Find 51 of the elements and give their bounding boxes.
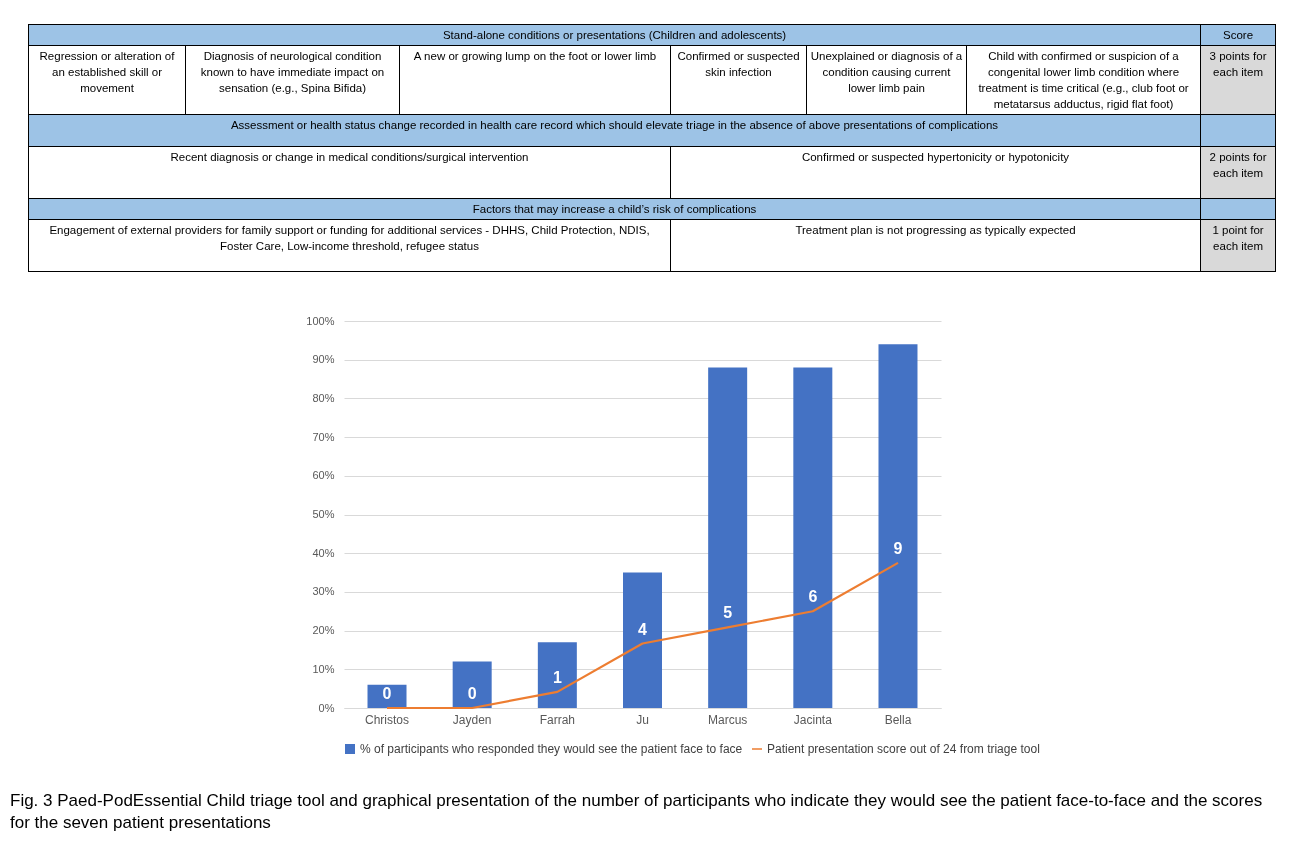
bar	[537, 642, 577, 708]
y-tick-label: 20%	[312, 624, 335, 637]
x-tick-label: Marcus	[707, 712, 748, 727]
y-tick-label: 60%	[312, 469, 335, 482]
y-tick-label: 10%	[312, 662, 335, 675]
text: 3 points for each item	[1200, 45, 1276, 115]
text: Unexplained or diagnosis of a condition causing current lower limb pain	[806, 45, 967, 115]
y-tick-label: 70%	[312, 430, 335, 443]
x-tick-label: Bella	[884, 712, 912, 727]
text: Stand-alone conditions or presentations (Children and adolescents)	[28, 24, 1201, 46]
text: Diagnosis of neurological condition known to have immediate impact on sensation (e.g., Spina Bifida)	[185, 45, 400, 115]
data-label: 0	[382, 685, 392, 702]
text: Confirmed or suspected skin infection	[670, 45, 807, 115]
data-label: 9	[893, 539, 903, 557]
bar	[878, 344, 918, 708]
legend-label: % of participants who responded they would see the patient face to face	[360, 742, 743, 756]
x-tick-label: Farrah	[539, 712, 576, 727]
text: Recent diagnosis or change in medical conditions/surgical intervention	[28, 146, 671, 199]
text: Assessment or health status change recorded in health care record which should elevate triage in the absence of above presentations of complications	[28, 114, 1201, 147]
bar	[708, 367, 748, 708]
text: Treatment plan is not progressing as typically expected	[670, 219, 1201, 272]
text: Regression or alteration of an established skill or movement	[28, 45, 186, 115]
text: Factors that may increase a child’s risk of complications	[28, 198, 1201, 220]
y-tick-label: 50%	[312, 508, 335, 520]
y-tick-label: 0%	[318, 701, 335, 714]
data-label: 4	[638, 620, 648, 638]
bar	[623, 572, 662, 708]
bar	[452, 661, 492, 708]
x-tick-label: Christos	[365, 712, 410, 727]
data-label: 1	[552, 668, 562, 686]
data-label: 5	[723, 604, 733, 622]
bar	[793, 367, 833, 708]
text: Child with confirmed or suspicion of a congenital lower limb condition where treatment is time critical (e.g., club foot or metatarsus adductus, rigid flat foot)	[966, 45, 1201, 115]
text: 2 points for each item	[1200, 146, 1276, 199]
y-tick-label: 80%	[312, 391, 335, 404]
y-tick-label: 100%	[306, 314, 335, 327]
y-tick-label: 90%	[312, 353, 335, 366]
legend-label: Patient presentation score out of 24 from triage tool	[767, 742, 1040, 756]
text: A new or growing lump on the foot or lower limb	[399, 45, 671, 115]
text: Confirmed or suspected hypertonicity or hypotonicity	[670, 146, 1201, 199]
y-tick-label: 40%	[312, 546, 335, 559]
data-label: 0	[467, 685, 477, 702]
text: 1 point for each item	[1200, 219, 1276, 272]
x-tick-label: Ju	[636, 712, 649, 727]
data-label: 6	[808, 588, 818, 606]
caption: Fig. 3 Paed-PodEssential Child triage tool and graphical presentation of the number of participants who indicate they would see the patient face-to-face and the scores for the seven patient presentations	[10, 790, 1264, 834]
y-tick-label: 30%	[312, 585, 335, 598]
text: Engagement of external providers for family support or funding for additional services - DHHS, Child Protection, NDIS, Foster Care, Low-income threshold, refugee status	[28, 219, 671, 272]
x-tick-label: Jayden	[452, 712, 492, 727]
x-tick-label: Jacinta	[793, 712, 833, 727]
text: Score	[1200, 24, 1276, 46]
